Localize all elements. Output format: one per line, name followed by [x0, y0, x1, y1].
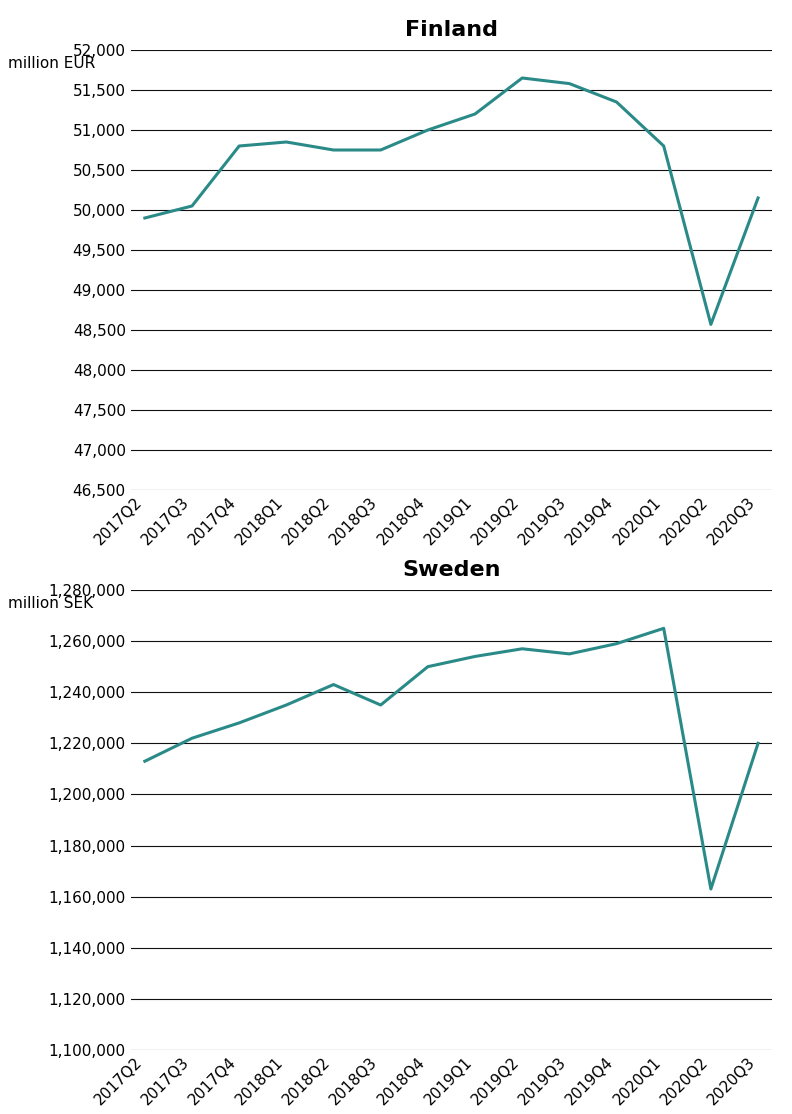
Text: million SEK: million SEK [8, 596, 93, 610]
Title: Sweden: Sweden [402, 560, 501, 580]
Text: million EUR: million EUR [8, 56, 95, 70]
Title: Finland: Finland [405, 20, 498, 40]
